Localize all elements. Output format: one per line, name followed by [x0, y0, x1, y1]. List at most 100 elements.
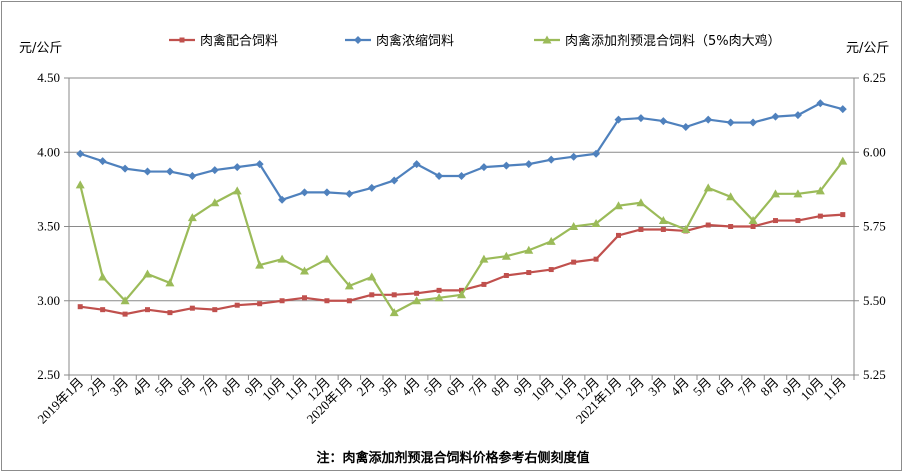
data-point: [165, 167, 174, 176]
x-tick-label: 5月: [421, 375, 445, 399]
x-tick-label: 10月: [259, 375, 288, 404]
data-point: [526, 270, 532, 276]
data-point: [277, 254, 287, 263]
legend-item-2: 肉禽浓缩饲料: [345, 33, 454, 49]
x-tick-label: 7月: [466, 375, 490, 399]
data-point: [815, 186, 825, 195]
data-point: [660, 226, 666, 232]
series-2: [76, 99, 847, 204]
x-tick-label: 10月: [528, 375, 557, 404]
x-tick-label: 8月: [757, 375, 781, 399]
data-point: [143, 167, 152, 176]
data-point: [840, 212, 846, 218]
data-point: [593, 256, 599, 262]
data-point: [179, 37, 185, 43]
series-3: [75, 156, 848, 317]
x-tick-label: 2月: [354, 375, 378, 399]
data-point: [300, 188, 309, 197]
data-point: [728, 224, 734, 229]
left-axis-unit: 元/公斤: [19, 41, 62, 56]
x-tick-label: 4月: [668, 375, 692, 399]
x-tick-label: 2月: [84, 375, 108, 399]
data-point: [188, 172, 197, 181]
data-point: [771, 189, 780, 198]
data-point: [703, 183, 713, 192]
data-point: [145, 307, 150, 313]
right-tick-label: 5.25: [863, 367, 886, 382]
data-point: [346, 298, 352, 304]
data-point: [838, 156, 848, 165]
legend-label: 肉禽添加剂预混合饲料（5%肉大鸡）: [565, 33, 781, 49]
right-tick-label: 6.25: [863, 70, 886, 85]
data-point: [816, 99, 825, 108]
data-point: [232, 186, 242, 195]
data-point: [616, 232, 621, 238]
data-point: [389, 308, 399, 317]
left-tick-label: 3.00: [37, 293, 60, 308]
data-point: [255, 260, 265, 269]
data-point: [210, 198, 220, 207]
data-point: [479, 254, 489, 263]
data-point: [524, 245, 534, 254]
x-tick-label: 6月: [443, 375, 467, 399]
x-tick-label: 8月: [219, 375, 243, 399]
data-point: [165, 278, 175, 287]
data-point: [726, 118, 735, 127]
data-point: [591, 219, 601, 228]
data-point: [391, 292, 397, 298]
data-point: [659, 117, 668, 126]
x-tick-label: 5月: [152, 375, 176, 399]
data-point: [210, 166, 219, 175]
right-tick-label: 5.75: [863, 219, 886, 234]
x-tick-label: 5月: [690, 375, 714, 399]
data-point: [367, 183, 376, 192]
data-point: [345, 189, 354, 198]
data-point: [547, 155, 556, 164]
data-point: [234, 302, 240, 308]
data-point: [614, 115, 623, 124]
data-point: [681, 123, 690, 132]
data-point: [257, 301, 263, 307]
x-tick-label: 2019年1月: [34, 375, 86, 427]
left-tick-label: 4.00: [37, 144, 60, 159]
left-tick-label: 4.50: [37, 70, 60, 85]
axes: 2.50 3.00 3.50 4.00 4.50 5.25 5.50 5.75 6.00 6.25…: [34, 70, 885, 426]
data-point: [75, 180, 85, 189]
data-point: [324, 298, 330, 304]
x-tick-label: 10月: [797, 375, 826, 404]
data-point: [704, 115, 713, 124]
data-point: [771, 112, 780, 121]
data-point: [436, 287, 442, 293]
series-line: [79, 102, 844, 201]
data-point: [120, 296, 130, 305]
legend: 肉禽配合饲料 肉禽浓缩饲料 肉禽添加剂预混合饲料（5%肉大鸡）: [169, 33, 781, 49]
data-point: [412, 160, 421, 169]
x-tick-label: 3月: [107, 375, 131, 399]
data-point: [569, 222, 579, 230]
data-point: [569, 152, 578, 161]
data-point: [614, 201, 623, 210]
series-line: [80, 213, 843, 316]
data-point: [302, 295, 307, 301]
data-point: [592, 149, 601, 158]
legend-label: 肉禽配合饲料: [200, 33, 278, 49]
x-tick-label: 7月: [735, 375, 759, 399]
data-point: [121, 164, 130, 173]
data-point: [122, 311, 128, 317]
data-point: [681, 224, 691, 233]
data-point: [412, 296, 422, 305]
data-point: [795, 218, 801, 224]
data-point: [98, 272, 108, 281]
data-point: [322, 254, 332, 263]
x-tick-label: 6月: [712, 375, 736, 399]
data-point: [278, 195, 287, 204]
data-point: [187, 213, 197, 222]
data-point: [354, 36, 362, 44]
x-tick-label: 8月: [488, 375, 512, 399]
data-point: [636, 198, 646, 207]
data-point: [479, 163, 488, 172]
series-lines: [75, 99, 848, 317]
x-tick-label: 4月: [129, 375, 153, 399]
